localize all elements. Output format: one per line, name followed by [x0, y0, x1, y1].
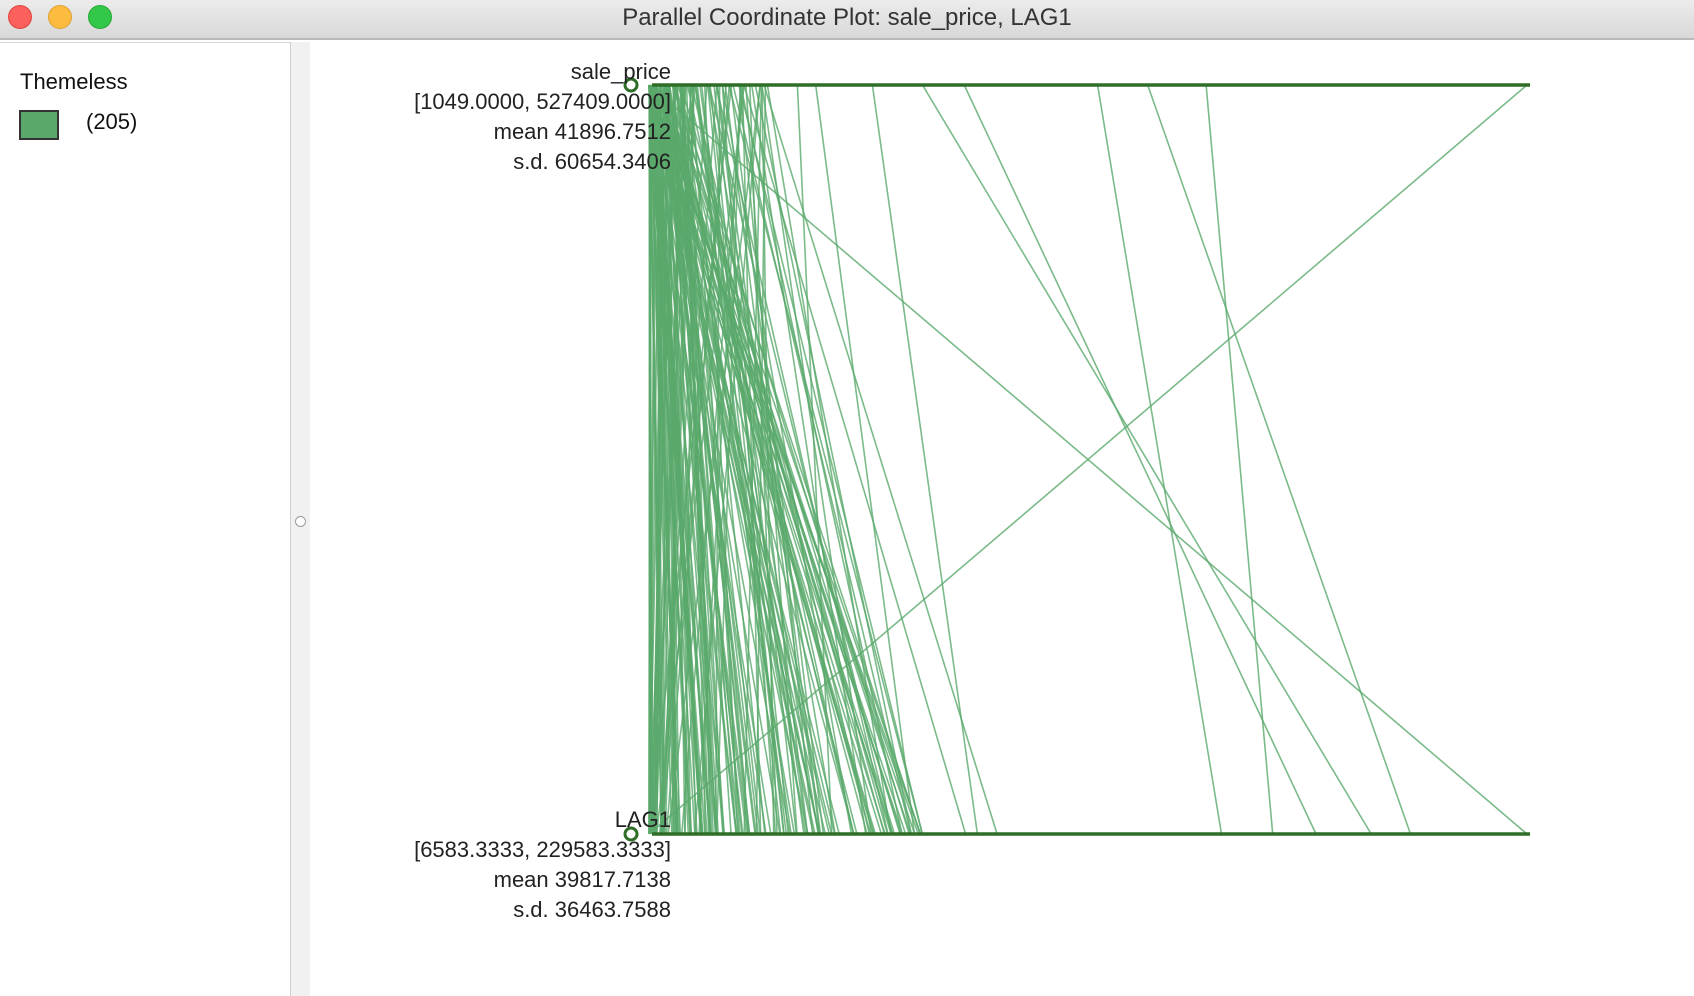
axis-label-sale-price: sale_price [1049.0000, 527409.0000] mean…	[311, 57, 671, 177]
observation-line[interactable]	[648, 84, 702, 835]
axis-name-sale-price: sale_price	[570, 59, 671, 84]
observation-line[interactable]	[763, 84, 998, 835]
observation-line[interactable]	[728, 84, 924, 835]
observation-line[interactable]	[672, 84, 901, 835]
observation-line[interactable]	[814, 84, 916, 835]
axis-mean-lag1: mean 39817.7138	[493, 867, 671, 892]
observation-line[interactable]	[724, 84, 822, 835]
observation-line[interactable]	[653, 84, 904, 835]
observation-line[interactable]	[738, 84, 814, 835]
observation-line[interactable]	[668, 84, 807, 835]
observation-line[interactable]	[721, 84, 777, 835]
legend-color-swatch[interactable]	[19, 110, 59, 140]
axis-handle-sale-price[interactable]	[623, 77, 639, 93]
observation-line[interactable]	[650, 84, 781, 835]
observation-line[interactable]	[664, 84, 911, 835]
title-bar: Parallel Coordinate Plot: sale_price, LA…	[0, 0, 1694, 40]
legend-title: Themeless	[20, 69, 128, 94]
axis-handle-lag1[interactable]	[623, 826, 639, 842]
close-window-button[interactable]	[8, 5, 32, 29]
maximize-window-button[interactable]	[88, 5, 112, 29]
observation-line[interactable]	[963, 84, 1317, 835]
axis-sd-sale-price: s.d. 60654.3406	[513, 149, 671, 174]
observation-line[interactable]	[665, 84, 922, 835]
observation-line[interactable]	[1205, 84, 1274, 835]
observation-line[interactable]	[651, 84, 748, 835]
observation-line[interactable]	[648, 84, 682, 835]
observation-lines	[648, 84, 1528, 835]
minimize-window-button[interactable]	[48, 5, 72, 29]
observation-line[interactable]	[694, 84, 809, 835]
axis-label-lag1: LAG1 [6583.3333, 229583.3333] mean 39817…	[311, 805, 671, 925]
axis-name-lag1: LAG1	[614, 807, 671, 832]
parallel-coordinate-chart[interactable]	[311, 42, 1694, 996]
observation-line[interactable]	[871, 84, 979, 835]
observation-line[interactable]	[1096, 84, 1223, 835]
observation-line[interactable]	[648, 84, 1528, 835]
panel-splitter[interactable]	[290, 42, 310, 996]
observation-line[interactable]	[648, 84, 673, 835]
observation-line[interactable]	[739, 84, 903, 835]
axis-mean-sale-price: mean 41896.7512	[493, 119, 671, 144]
observation-line[interactable]	[651, 84, 686, 835]
observation-line[interactable]	[729, 84, 825, 835]
observation-line[interactable]	[738, 84, 924, 835]
observation-line[interactable]	[662, 84, 796, 835]
observation-line[interactable]	[668, 84, 751, 835]
observation-line[interactable]	[648, 84, 652, 835]
observation-line[interactable]	[685, 84, 707, 835]
observation-line[interactable]	[653, 84, 886, 835]
splitter-handle-icon[interactable]	[295, 516, 306, 527]
legend-panel: Themeless (205)	[0, 42, 290, 996]
legend-count: (205)	[86, 109, 138, 134]
observation-line[interactable]	[648, 84, 693, 835]
observation-line[interactable]	[921, 84, 1372, 835]
axis-sd-lag1: s.d. 36463.7588	[513, 897, 671, 922]
observation-line[interactable]	[659, 84, 744, 835]
observation-line[interactable]	[754, 84, 913, 835]
observation-line[interactable]	[1146, 84, 1412, 835]
observation-line[interactable]	[698, 84, 742, 835]
window-title: Parallel Coordinate Plot: sale_price, LA…	[622, 4, 1072, 31]
observation-line[interactable]	[677, 84, 889, 835]
observation-line[interactable]	[648, 84, 663, 835]
axis-range-sale-price: [1049.0000, 527409.0000]	[414, 89, 671, 114]
plot-area[interactable]: sale_price [1049.0000, 527409.0000] mean…	[311, 42, 1694, 996]
observation-line[interactable]	[648, 84, 667, 835]
axis-range-lag1: [6583.3333, 229583.3333]	[414, 837, 671, 862]
